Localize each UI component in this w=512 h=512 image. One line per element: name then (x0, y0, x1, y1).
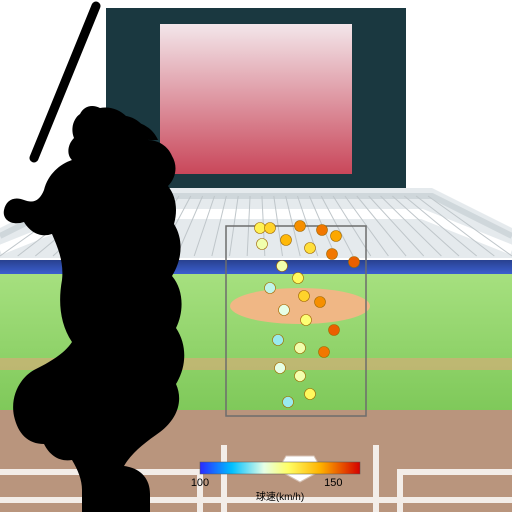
pitch-marker (295, 221, 306, 232)
pitch-marker (329, 325, 340, 336)
pitch-marker (277, 261, 288, 272)
pitch-marker (349, 257, 360, 268)
pitch-marker (265, 223, 276, 234)
pitch-marker (283, 397, 294, 408)
pitch-marker (301, 315, 312, 326)
pitch-marker (275, 363, 286, 374)
pitch-marker (315, 297, 326, 308)
pitch-marker (295, 343, 306, 354)
colorbar-tick-label: 100 (191, 477, 209, 489)
pitch-marker (295, 371, 306, 382)
pitch-marker (327, 249, 338, 260)
pitch-marker (281, 235, 292, 246)
pitch-marker (293, 273, 304, 284)
pitch-marker (331, 231, 342, 242)
colorbar-tick-label: 150 (324, 477, 342, 489)
pitch-marker (305, 389, 316, 400)
pitch-marker (257, 239, 268, 250)
pitch-marker (305, 243, 316, 254)
pitch-marker (255, 223, 266, 234)
pitch-marker (265, 283, 276, 294)
pitch-marker (299, 291, 310, 302)
pitch-marker (317, 225, 328, 236)
colorbar-axis-label: 球速(km/h) (256, 490, 304, 503)
pitch-marker (273, 335, 284, 346)
pitch-marker (319, 347, 330, 358)
scoreboard-screen (160, 24, 352, 174)
colorbar (200, 462, 360, 474)
pitch-marker (279, 305, 290, 316)
